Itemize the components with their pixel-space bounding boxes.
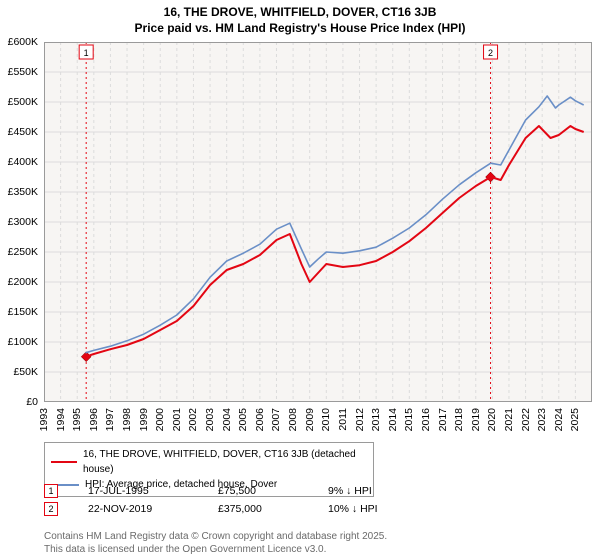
y-tick-label: £0 — [26, 396, 38, 408]
footer-line-1: Contains HM Land Registry data © Crown c… — [44, 530, 387, 543]
title-line-2: Price paid vs. HM Land Registry's House … — [0, 20, 600, 36]
x-tick-label: 2012 — [354, 408, 366, 431]
y-tick-label: £600K — [8, 36, 38, 48]
x-tick-label: 2023 — [536, 408, 548, 431]
event-marker-badge: 1 — [44, 484, 58, 498]
event-marker-pct: 9% ↓ HPI — [328, 485, 448, 497]
x-tick-label: 1993 — [38, 408, 50, 431]
chart-title-block: 16, THE DROVE, WHITFIELD, DOVER, CT16 3J… — [0, 0, 600, 36]
x-tick-label: 2008 — [287, 408, 299, 431]
y-tick-label: £250K — [8, 246, 38, 258]
y-tick-label: £150K — [8, 306, 38, 318]
chart-container: 16, THE DROVE, WHITFIELD, DOVER, CT16 3J… — [0, 0, 600, 560]
x-tick-label: 2009 — [304, 408, 316, 431]
x-tick-label: 2013 — [370, 408, 382, 431]
x-tick-label: 2007 — [270, 408, 282, 431]
x-tick-label: 2000 — [154, 408, 166, 431]
x-tick-label: 1995 — [71, 408, 83, 431]
event-marker-date: 22-NOV-2019 — [88, 503, 218, 515]
x-tick-label: 2002 — [187, 408, 199, 431]
legend-row: 16, THE DROVE, WHITFIELD, DOVER, CT16 3J… — [51, 447, 367, 477]
x-tick-label: 2001 — [171, 408, 183, 431]
y-tick-label: £200K — [8, 276, 38, 288]
x-tick-label: 1994 — [55, 408, 67, 431]
y-axis: £0£50K£100K£150K£200K£250K£300K£350K£400… — [0, 42, 40, 402]
plot-svg: 12 — [44, 42, 592, 402]
x-tick-label: 1998 — [121, 408, 133, 431]
legend-label: 16, THE DROVE, WHITFIELD, DOVER, CT16 3J… — [83, 447, 367, 477]
x-tick-label: 2011 — [337, 408, 349, 431]
x-tick-label: 1997 — [104, 408, 116, 431]
x-tick-label: 2022 — [520, 408, 532, 431]
x-tick-label: 2014 — [387, 408, 399, 431]
event-marker-pct: 10% ↓ HPI — [328, 503, 448, 515]
x-tick-label: 2019 — [470, 408, 482, 431]
x-tick-label: 2004 — [221, 408, 233, 431]
x-tick-label: 1996 — [88, 408, 100, 431]
plot-area: 12 — [44, 42, 592, 402]
x-tick-label: 2020 — [486, 408, 498, 431]
x-tick-label: 2024 — [553, 408, 565, 431]
event-marker-row: 2 22-NOV-2019£375,00010% ↓ HPI — [44, 500, 448, 518]
x-tick-label: 2005 — [237, 408, 249, 431]
y-tick-label: £450K — [8, 126, 38, 138]
y-tick-label: £50K — [13, 366, 38, 378]
y-tick-label: £300K — [8, 216, 38, 228]
event-marker-price: £75,500 — [218, 485, 328, 497]
event-marker-row: 1 17-JUL-1995£75,5009% ↓ HPI — [44, 482, 448, 500]
svg-text:2: 2 — [488, 48, 493, 58]
y-tick-label: £350K — [8, 186, 38, 198]
event-marker-badge: 2 — [44, 502, 58, 516]
x-tick-label: 2017 — [437, 408, 449, 431]
y-tick-label: £500K — [8, 96, 38, 108]
event-marker-date: 17-JUL-1995 — [88, 485, 218, 497]
x-tick-label: 2015 — [403, 408, 415, 431]
y-tick-label: £400K — [8, 156, 38, 168]
x-tick-label: 2006 — [254, 408, 266, 431]
x-tick-label: 2025 — [569, 408, 581, 431]
x-axis: 1993199419951996199719981999200020012002… — [44, 404, 592, 444]
x-tick-label: 1999 — [138, 408, 150, 431]
y-tick-label: £550K — [8, 66, 38, 78]
y-tick-label: £100K — [8, 336, 38, 348]
x-tick-label: 2021 — [503, 408, 515, 431]
footer-line-2: This data is licensed under the Open Gov… — [44, 543, 387, 556]
svg-text:1: 1 — [84, 48, 89, 58]
x-tick-label: 2016 — [420, 408, 432, 431]
title-line-1: 16, THE DROVE, WHITFIELD, DOVER, CT16 3J… — [0, 4, 600, 20]
x-tick-label: 2003 — [204, 408, 216, 431]
event-markers-table: 1 17-JUL-1995£75,5009% ↓ HPI 2 22-NOV-2019£… — [44, 482, 448, 518]
legend-swatch — [51, 461, 77, 463]
event-marker-price: £375,000 — [218, 503, 328, 515]
x-tick-label: 2018 — [453, 408, 465, 431]
footer-attribution: Contains HM Land Registry data © Crown c… — [44, 530, 387, 556]
x-tick-label: 2010 — [320, 408, 332, 431]
